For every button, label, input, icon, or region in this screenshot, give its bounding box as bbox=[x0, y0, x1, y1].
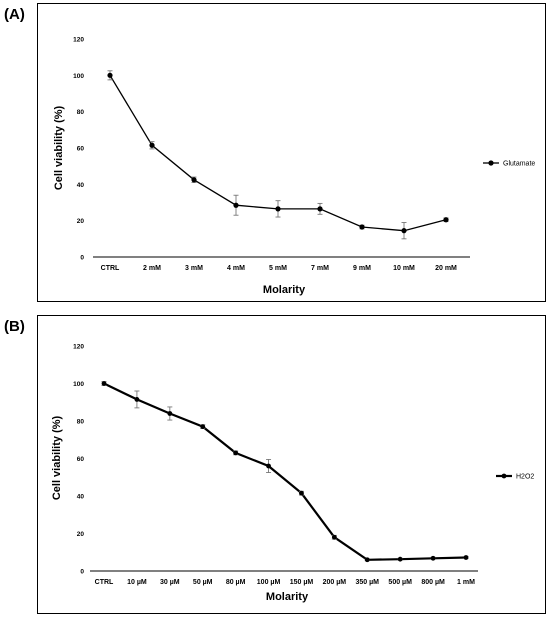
legend-marker bbox=[501, 473, 507, 479]
y-tick-label: 20 bbox=[77, 218, 85, 225]
legend-label: Glutamate bbox=[503, 161, 535, 168]
data-point bbox=[149, 142, 155, 148]
y-axis-title: Cell viability (%) bbox=[53, 105, 65, 190]
chart-frame-b: 0 20 40 60 80 100 120 CTRL 10 µM 30 µM 50 µM 80 µM 1… bbox=[37, 315, 546, 614]
data-point bbox=[317, 206, 323, 212]
y-tick-label: 0 bbox=[80, 255, 84, 262]
x-axis-title: Molarity bbox=[266, 591, 309, 603]
data-point bbox=[266, 463, 271, 469]
data-point bbox=[134, 397, 140, 402]
y-tick-label: 100 bbox=[73, 73, 84, 80]
x-tick-label: 350 µM bbox=[356, 579, 380, 586]
x-tick-label: CTRL bbox=[95, 579, 114, 586]
x-tick-label: 100 µM bbox=[257, 579, 281, 586]
y-tick-label: 0 bbox=[80, 569, 84, 576]
data-point bbox=[443, 217, 449, 223]
chart-a: 0 20 40 60 80 100 120 CTRL 2 mM 3 mM 4 mM 5 mM 7 mM 9… bbox=[53, 37, 535, 297]
data-point bbox=[430, 555, 436, 561]
x-tick-label: 200 µM bbox=[323, 579, 347, 586]
x-tick-label: 80 µM bbox=[226, 579, 246, 586]
chart-frame-a: 0 20 40 60 80 100 120 CTRL 2 mM 3 mM 4 mM 5 mM 7 mM 9… bbox=[37, 3, 546, 302]
data-point bbox=[331, 534, 337, 540]
y-tick-label: 60 bbox=[77, 146, 85, 153]
y-tick-label: 120 bbox=[73, 344, 84, 351]
data-point bbox=[275, 206, 281, 212]
y-tick-label: 20 bbox=[77, 531, 85, 538]
data-point bbox=[463, 555, 469, 560]
data-point bbox=[359, 224, 365, 230]
panel-label-a: (A) bbox=[4, 6, 25, 23]
x-tick-label: 30 µM bbox=[160, 579, 180, 586]
x-tick-label: 150 µM bbox=[290, 579, 314, 586]
data-point bbox=[397, 556, 403, 562]
chart-b: 0 20 40 60 80 100 120 CTRL 10 µM 30 µM 50 µM 80 µM 1… bbox=[51, 344, 534, 604]
x-tick-label: 5 mM bbox=[269, 265, 287, 272]
x-tick-label: 20 mM bbox=[435, 265, 457, 272]
y-tick-label: 40 bbox=[77, 494, 85, 501]
x-tick-label: 7 mM bbox=[311, 265, 329, 272]
x-tick-label: CTRL bbox=[101, 265, 120, 272]
y-tick-label: 100 bbox=[73, 381, 84, 388]
data-point bbox=[364, 557, 370, 563]
x-tick-label: 50 µM bbox=[193, 579, 213, 586]
data-point bbox=[101, 381, 107, 386]
series-line bbox=[103, 382, 467, 561]
x-tick-label: 1 mM bbox=[457, 579, 475, 586]
y-tick-label: 60 bbox=[77, 456, 85, 463]
y-tick-label: 120 bbox=[73, 37, 84, 44]
x-tick-label: 2 mM bbox=[143, 265, 161, 272]
x-tick-label: 10 mM bbox=[393, 265, 415, 272]
data-point bbox=[167, 411, 173, 416]
data-point bbox=[191, 177, 197, 183]
data-point bbox=[233, 202, 239, 208]
x-axis-title: Molarity bbox=[263, 284, 306, 296]
legend-label: H2O2 bbox=[516, 474, 534, 481]
x-tick-label: 500 µM bbox=[388, 579, 412, 586]
y-axis-title: Cell viability (%) bbox=[51, 415, 63, 500]
y-tick-label: 40 bbox=[77, 182, 85, 189]
panel-label-b: (B) bbox=[4, 318, 25, 335]
y-tick-label: 80 bbox=[77, 109, 85, 116]
data-point bbox=[233, 450, 239, 456]
data-point bbox=[107, 72, 113, 78]
legend-marker bbox=[488, 160, 494, 166]
x-tick-label: 4 mM bbox=[227, 265, 245, 272]
x-tick-label: 9 mM bbox=[353, 265, 371, 272]
data-point bbox=[200, 424, 206, 430]
x-tick-label: 3 mM bbox=[185, 265, 203, 272]
y-tick-label: 80 bbox=[77, 419, 85, 426]
x-tick-label: 800 µM bbox=[421, 579, 445, 586]
data-point bbox=[401, 228, 407, 234]
data-point bbox=[299, 490, 304, 496]
x-tick-label: 10 µM bbox=[127, 579, 147, 586]
